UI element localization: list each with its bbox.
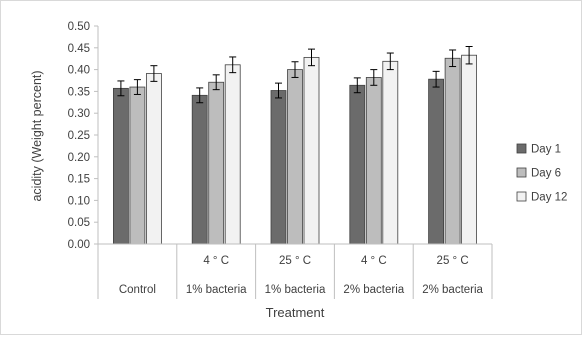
category-label-bottom: 1% bacteria [186, 284, 247, 296]
bar [224, 64, 241, 245]
legend: Day 1 Day 6 Day 12 [516, 143, 567, 204]
category-label-bottom: Control [119, 284, 156, 296]
y-tick-label: 0.00 [68, 239, 90, 251]
y-tick-label: 0.05 [68, 217, 90, 229]
y-tick-label: 0.20 [68, 152, 90, 164]
legend-swatch [516, 143, 527, 154]
y-tick-label: 0.45 [68, 43, 90, 55]
y-axis-label: acidity (Weight percent) [30, 70, 44, 201]
chart-svg: 0.00 0.05 0.10 0.15 0.20 0.25 0.30 0.35 0.40 0.45… [30, 21, 567, 320]
bars [113, 54, 478, 245]
legend-label: Day 12 [531, 192, 567, 204]
bar [303, 56, 320, 245]
bar [428, 78, 445, 245]
bar [382, 60, 399, 245]
bar [145, 73, 162, 245]
y-tick-label: 0.30 [68, 108, 90, 120]
legend-label: Day 6 [531, 168, 561, 180]
legend-swatch [516, 167, 527, 178]
y-tick-label: 0.40 [68, 65, 90, 77]
category-label-bottom: 2% bacteria [343, 284, 404, 296]
category-label-top: 4 ° C [361, 255, 387, 267]
x-axis-label: Treatment [266, 305, 325, 320]
category-label-top: 4 ° C [203, 255, 229, 267]
category-table: Control 4 ° C 1% bacteria 25 ° C 1% bacteria… [97, 243, 493, 299]
legend-swatch [516, 191, 527, 202]
category-label-bottom: 1% bacteria [265, 284, 326, 296]
y-tick-label: 0.15 [68, 174, 90, 186]
y-tick-label: 0.50 [68, 21, 90, 33]
bar [287, 69, 303, 245]
bar [365, 77, 382, 245]
category-label-top: 25 ° C [437, 255, 469, 267]
bar [444, 57, 461, 245]
y-tick-label: 0.25 [68, 130, 90, 142]
bar [461, 54, 478, 245]
bar [191, 94, 208, 245]
y-tick-label: 0.10 [68, 195, 90, 207]
error-bars [117, 45, 473, 104]
bar [349, 84, 366, 245]
bar [113, 87, 129, 245]
legend-label: Day 1 [531, 144, 561, 156]
bar [129, 86, 146, 245]
y-tick-label: 0.35 [68, 86, 90, 98]
bar [208, 81, 225, 245]
category-label-bottom: 2% bacteria [422, 284, 483, 296]
axes: 0.00 0.05 0.10 0.15 0.20 0.25 0.30 0.35 0.40 0.45… [68, 21, 99, 251]
category-label-top: 25 ° C [279, 255, 311, 267]
bar [270, 90, 287, 245]
